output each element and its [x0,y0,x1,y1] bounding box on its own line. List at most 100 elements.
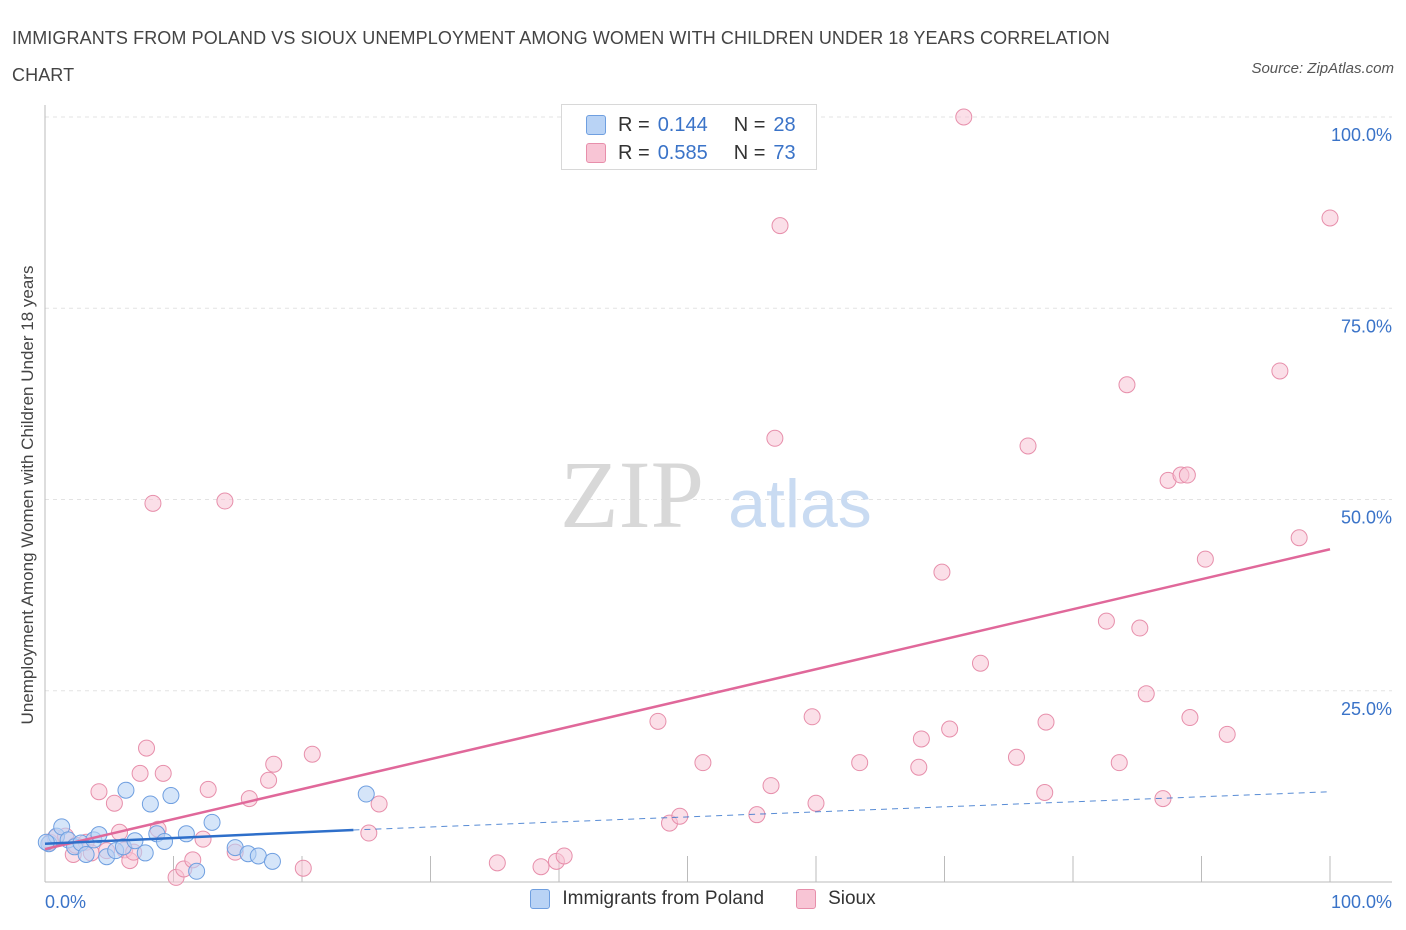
poland-point [263,852,281,870]
sioux-point [532,858,550,876]
axes [44,105,1392,883]
poland-point [177,825,195,843]
grid-lines [45,116,1392,692]
sioux-point [1290,529,1308,547]
poland-point [357,785,375,803]
sioux-point [771,217,789,235]
sioux-points [41,108,1339,886]
y-tick-label: 100.0% [1331,125,1392,145]
sioux-point [488,854,506,872]
y-tick-label: 25.0% [1341,699,1392,719]
sioux-point [131,764,149,782]
y-tick-label: 75.0% [1341,316,1392,336]
r-value-poland: 0.144 [657,113,708,136]
poland-point [162,787,180,805]
sioux-point [851,754,869,772]
legend-item-sioux[interactable]: Sioux [796,888,876,910]
sioux-point [933,563,951,581]
poland-point [203,813,221,831]
sioux-point [1271,362,1289,380]
sioux-point [971,654,989,672]
sioux-point [1321,209,1339,227]
r-value-sioux: 0.585 [657,141,708,164]
sioux-point [671,807,689,825]
sioux-point [1154,790,1172,808]
sioux-trend-line [44,548,1331,851]
correlation-legend: R = 0.144 N = 28 R = 0.585 N = 73 [561,104,817,170]
sioux-point [912,730,930,748]
legend-label-sioux: Sioux [828,888,876,909]
x-tick-label: 100.0% [1331,892,1392,912]
n-label: N = [733,113,766,136]
r-label: R = [618,113,650,136]
poland-point [188,862,206,880]
sioux-point [154,764,172,782]
sioux-point [1110,754,1128,772]
sioux-point [1036,783,1054,801]
legend-label-poland: Immigrants from Poland [562,888,765,909]
poland-point [77,845,95,863]
poland-trend-extension [353,791,1331,831]
sioux-point [1097,612,1115,630]
sioux-point [694,754,712,772]
sioux-point [303,745,321,763]
sioux-point [105,794,123,812]
sioux-point [216,492,234,510]
sioux-point [360,824,378,842]
sioux-point [370,795,388,813]
poland-points [37,781,375,880]
poland-point [141,795,159,813]
series-legend: Immigrants from Poland Sioux [0,888,1406,910]
sioux-point [1118,376,1136,394]
y-tick-label: 50.0% [1341,508,1392,528]
sioux-point [240,790,258,808]
sioux-point [1218,725,1236,743]
sioux-point [555,847,573,865]
sioux-point [1178,466,1196,484]
poland-point [156,832,174,850]
sioux-swatch [796,889,817,909]
sioux-point [1037,713,1055,731]
r-label: R = [618,141,650,164]
sioux-point [649,712,667,730]
poland-trend-line [44,828,354,845]
watermark: ZIP atlas [560,441,872,548]
sioux-point [1181,709,1199,727]
sioux-point [294,859,312,877]
sioux-point [260,771,278,789]
sioux-point [1137,685,1155,703]
n-value-poland: 28 [773,113,796,136]
poland-swatch [586,115,606,135]
sioux-point [941,720,959,738]
sioux-point [955,108,973,126]
sioux-point [199,780,217,798]
sioux-point [762,777,780,795]
sioux-point [1007,748,1025,766]
x-tick-label: 0.0% [45,892,86,912]
poland-point [117,781,135,799]
legend-item-poland[interactable]: Immigrants from Poland [530,888,764,910]
sioux-point [1131,619,1149,637]
sioux-point [748,806,766,824]
n-label: N = [733,141,766,164]
legend-row-sioux: R = 0.585 N = 73 [586,139,796,167]
sioux-point [803,708,821,726]
sioux-point [1019,437,1037,455]
source-label: Source: ZipAtlas.com [1251,60,1394,77]
poland-swatch [530,889,551,909]
poland-point [249,847,267,865]
sioux-point [194,830,212,848]
sioux-point [90,783,108,801]
watermark-atlas: atlas [728,466,872,542]
tick-labels: 100.0% 75.0% 50.0% 25.0% 0.0% 100.0% [45,125,1392,912]
watermark-zip: ZIP [560,441,704,548]
sioux-point [265,755,283,773]
sioux-point [138,739,156,757]
sioux-point [910,758,928,776]
sioux-point [766,429,784,447]
sioux-point [807,794,825,812]
trend-lines [44,548,1331,851]
sioux-point [1196,550,1214,568]
legend-row-poland: R = 0.144 N = 28 [586,111,796,139]
chart-title: IMMIGRANTS FROM POLAND VS SIOUX UNEMPLOY… [12,28,1110,85]
